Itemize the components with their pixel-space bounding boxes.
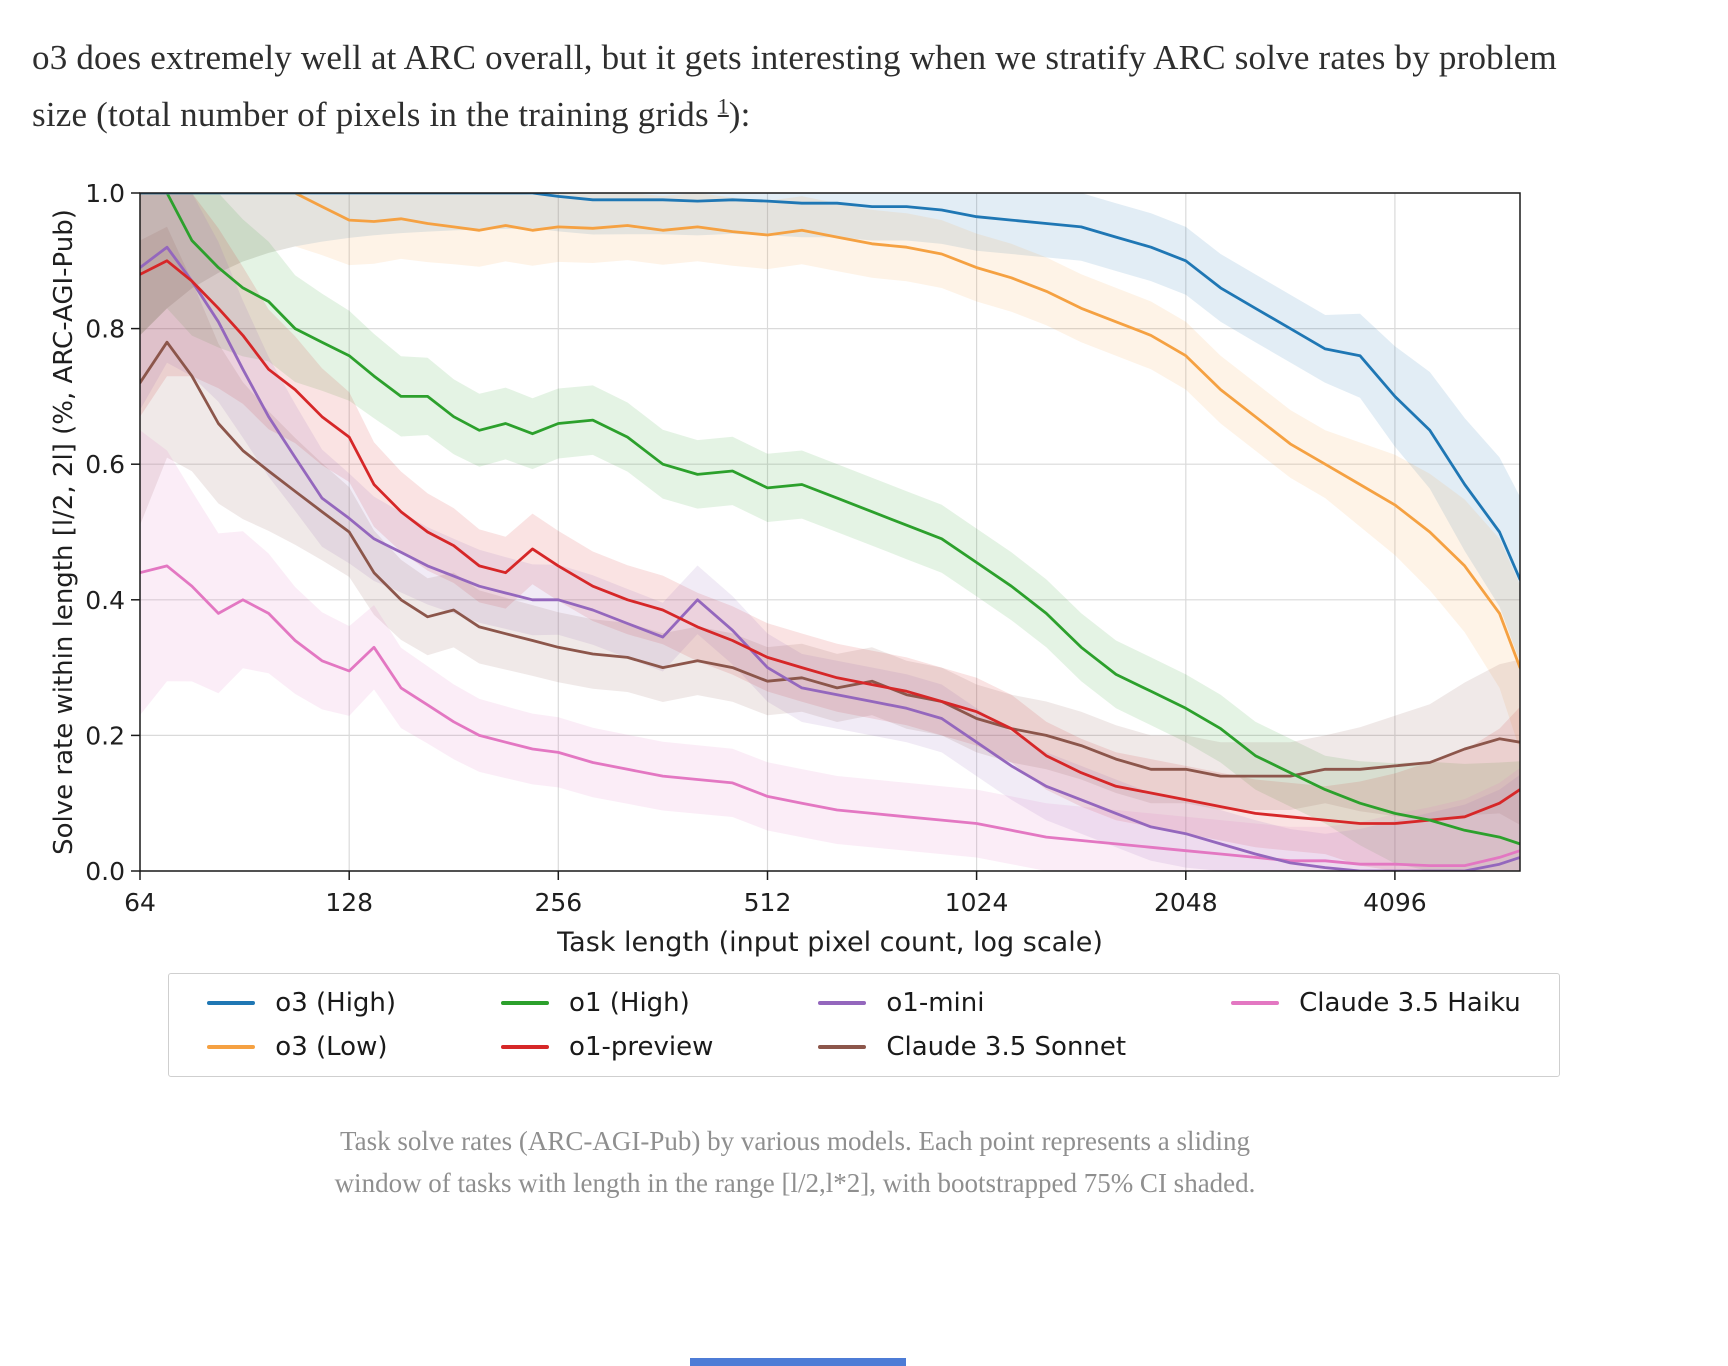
- svg-text:4096: 4096: [1363, 888, 1427, 917]
- legend-label-o3-high: o3 (High): [275, 988, 397, 1019]
- svg-text:Solve rate within length [l/2,: Solve rate within length [l/2, 2l] (%, A…: [49, 209, 79, 855]
- legend-label-claude-3-5-sonnet: Claude 3.5 Sonnet: [886, 1032, 1127, 1063]
- footnote-link[interactable]: 1: [717, 94, 729, 119]
- legend-label-o1-high: o1 (High): [569, 988, 690, 1019]
- legend-label-claude-3-5-haiku: Claude 3.5 Haiku: [1299, 988, 1521, 1019]
- legend-item-o1-preview: o1-preview: [501, 1032, 713, 1062]
- legend-swatch-claude-3-5-haiku: [1231, 1001, 1280, 1006]
- legend-item-o3-high: o3 (High): [207, 988, 396, 1018]
- legend-swatch-o1-high: [501, 1001, 550, 1006]
- legend-item-claude-3-5-haiku: Claude 3.5 Haiku: [1231, 988, 1521, 1018]
- figure-caption: Task solve rates (ARC-AGI-Pub) by variou…: [245, 1121, 1345, 1205]
- legend-label-o3-low: o3 (Low): [275, 1032, 388, 1063]
- caption-line-1: Task solve rates (ARC-AGI-Pub) by variou…: [340, 1126, 1250, 1157]
- intro-text-after: ):: [728, 94, 751, 134]
- svg-text:512: 512: [744, 888, 792, 917]
- svg-text:0.2: 0.2: [85, 722, 125, 751]
- figure: 0.0 0.2 0.4 0.6 0.8 1.0 64 128 256 512 1024 2048 409…: [0, 177, 1728, 1205]
- svg-text:1024: 1024: [945, 888, 1009, 917]
- legend-swatch-o3-low: [207, 1045, 256, 1050]
- legend-item-claude-3-5-sonnet: Claude 3.5 Sonnet: [818, 1032, 1126, 1062]
- svg-text:0.0: 0.0: [85, 857, 125, 886]
- legend-label-o1-preview: o1-preview: [569, 1032, 714, 1063]
- svg-text:Task length (input pixel count: Task length (input pixel count, log scal…: [556, 927, 1103, 958]
- solve-rate-line-chart: 0.0 0.2 0.4 0.6 0.8 1.0 64 128 256 512 1024 2048 409…: [49, 179, 1521, 958]
- legend-item-o1-high: o1 (High): [501, 988, 713, 1018]
- svg-text:256: 256: [534, 888, 582, 917]
- next-embed-peek: [690, 1358, 906, 1366]
- legend-item-o3-low: o3 (Low): [207, 1032, 396, 1062]
- legend-swatch-o1-mini: [818, 1001, 867, 1006]
- svg-text:2048: 2048: [1154, 888, 1218, 917]
- svg-text:64: 64: [124, 888, 156, 917]
- svg-text:1.0: 1.0: [85, 179, 125, 208]
- legend-swatch-o3-high: [207, 1001, 256, 1006]
- legend-item-o1-mini: o1-mini: [818, 988, 1126, 1018]
- svg-text:0.8: 0.8: [85, 315, 125, 344]
- svg-text:0.4: 0.4: [85, 586, 125, 615]
- legend-label-o1-mini: o1-mini: [886, 988, 985, 1019]
- intro-text: o3 does extremely well at ARC overall, b…: [32, 38, 1557, 134]
- chart-legend: o3 (High) o3 (Low) o1 (High) o1-preview o1-m…: [168, 973, 1560, 1078]
- legend-swatch-claude-3-5-sonnet: [818, 1045, 867, 1050]
- svg-text:128: 128: [325, 888, 373, 917]
- caption-line-2: window of tasks with length in the range…: [334, 1168, 1256, 1199]
- legend-swatch-o1-preview: [501, 1045, 550, 1050]
- footnote-ref: 1: [718, 94, 729, 118]
- svg-text:0.6: 0.6: [85, 451, 125, 480]
- intro-paragraph: o3 does extremely well at ARC overall, b…: [0, 0, 1652, 143]
